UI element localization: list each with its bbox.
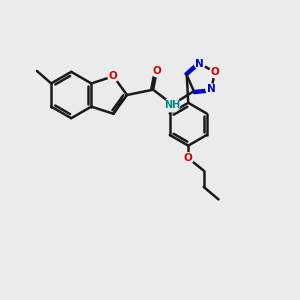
Text: N: N xyxy=(195,58,204,68)
Circle shape xyxy=(194,58,205,69)
Circle shape xyxy=(206,84,217,95)
Circle shape xyxy=(108,71,119,82)
Circle shape xyxy=(152,66,162,76)
Text: O: O xyxy=(184,153,193,163)
Text: NH: NH xyxy=(164,100,181,110)
Text: O: O xyxy=(211,67,219,77)
Text: O: O xyxy=(109,71,118,81)
Circle shape xyxy=(165,97,180,112)
Text: N: N xyxy=(207,84,216,94)
Text: O: O xyxy=(152,66,161,76)
Circle shape xyxy=(209,67,220,78)
Circle shape xyxy=(183,153,194,164)
